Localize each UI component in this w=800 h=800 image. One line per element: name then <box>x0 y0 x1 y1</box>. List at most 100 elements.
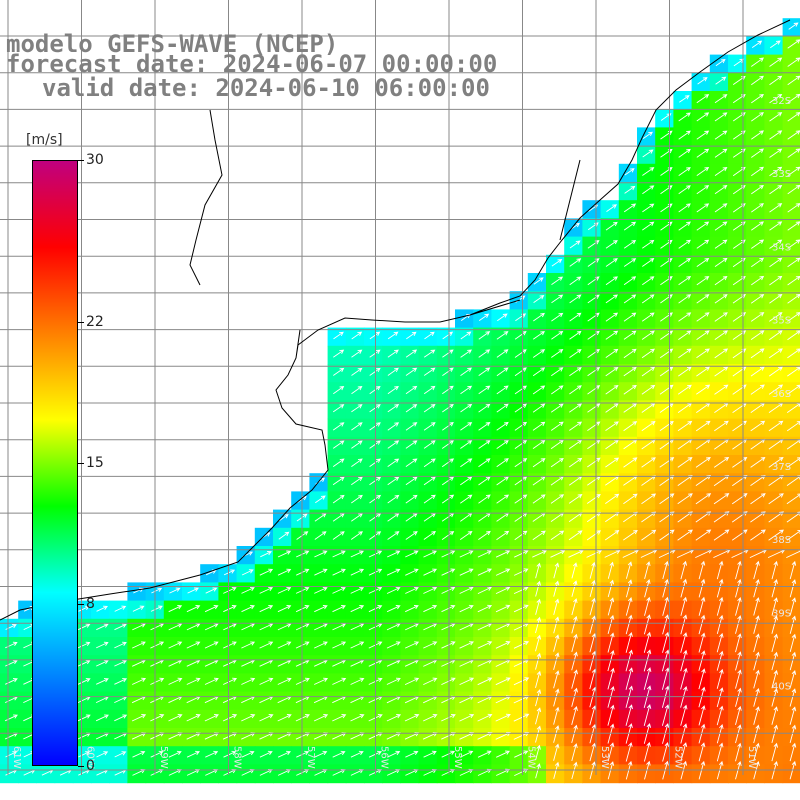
wind-arrow <box>716 705 724 726</box>
wind-arrow <box>241 677 256 685</box>
longitude-label: 51W <box>746 746 757 769</box>
wind-arrow <box>223 641 237 649</box>
wind-arrow <box>535 725 542 743</box>
wind-arrow <box>769 166 783 177</box>
wind-cell <box>691 473 711 492</box>
wind-arrow <box>497 313 508 322</box>
wind-arrow <box>223 586 237 594</box>
wind-arrow <box>477 641 493 649</box>
wind-arrow <box>587 421 601 431</box>
wind-arrow <box>751 166 764 177</box>
wind-cell <box>455 473 474 492</box>
wind-arrow <box>751 257 765 268</box>
wind-arrow <box>678 112 691 122</box>
wind-cell <box>473 455 492 474</box>
latitude-label: 36S <box>772 389 791 400</box>
wind-arrow <box>623 312 637 322</box>
wind-arrow <box>441 604 456 613</box>
wind-arrow <box>607 685 615 708</box>
wind-arrow <box>496 750 510 758</box>
wind-arrow <box>514 568 529 576</box>
wind-arrow <box>735 651 742 671</box>
wind-arrow <box>114 605 127 612</box>
wind-cell <box>546 345 565 365</box>
wind-arrow <box>260 551 272 558</box>
wind-cell <box>418 527 438 547</box>
wind-arrow <box>716 760 724 780</box>
wind-arrow <box>625 704 633 726</box>
wind-arrow <box>623 221 637 231</box>
longitude-label: 53W <box>599 746 610 769</box>
wind-arrow <box>662 741 670 762</box>
longitude-label: 60W <box>85 746 96 769</box>
wind-arrow <box>550 403 564 413</box>
wind-arrow <box>625 596 633 616</box>
wind-arrow <box>677 420 693 432</box>
wind-arrow <box>332 605 346 613</box>
longitude-label: 55W <box>452 746 463 769</box>
wind-arrow <box>514 439 528 449</box>
wind-arrow <box>605 276 618 286</box>
wind-arrow <box>696 257 710 267</box>
wind-arrow <box>278 514 289 522</box>
wind-arrow <box>677 493 693 505</box>
wind-arrow <box>662 614 670 635</box>
wind-arrow <box>314 605 328 613</box>
wind-arrow <box>623 421 638 432</box>
wind-cell <box>764 473 784 492</box>
wind-arrow <box>696 166 710 176</box>
wind-arrow <box>623 258 637 267</box>
wind-arrow <box>460 494 473 504</box>
wind-arrow <box>114 678 128 685</box>
wind-arrow <box>5 678 18 685</box>
wind-arrow <box>332 550 346 558</box>
wind-arrow <box>751 203 764 213</box>
wind-arrow <box>423 385 436 395</box>
wind-arrow <box>168 641 183 649</box>
wind-arrow <box>750 366 765 377</box>
wind-arrow <box>496 349 509 358</box>
wind-arrow <box>351 367 363 376</box>
wind-arrow <box>478 313 490 321</box>
wind-arrow <box>514 349 527 358</box>
wind-arrow <box>786 511 800 523</box>
wind-arrow <box>771 597 778 616</box>
wind-arrow <box>678 330 692 340</box>
wind-arrow <box>662 560 669 580</box>
wind-arrow <box>769 330 783 341</box>
wind-arrow <box>314 568 328 576</box>
wind-arrow <box>771 688 779 707</box>
wind-arrow <box>387 385 399 395</box>
wind-arrow <box>423 422 436 431</box>
wind-arrow <box>514 385 527 395</box>
wind-arrow <box>496 403 509 413</box>
longitude-label: 56W <box>379 746 390 769</box>
wind-arrow <box>351 458 363 467</box>
wind-arrow <box>623 239 637 249</box>
wind-arrow <box>696 348 710 359</box>
wind-arrow <box>605 312 619 322</box>
wind-arrow <box>607 561 614 579</box>
wind-arrow <box>259 586 274 594</box>
wind-arrow <box>769 57 783 67</box>
wind-arrow <box>642 149 654 158</box>
wind-arrow <box>750 330 765 340</box>
wind-arrow <box>750 529 766 541</box>
wind-arrow <box>678 167 691 176</box>
wind-arrow <box>606 204 617 212</box>
wind-arrow <box>735 596 742 616</box>
wind-arrow <box>698 742 706 762</box>
wind-arrow <box>771 578 778 598</box>
wind-arrow <box>751 93 764 104</box>
wind-arrow <box>332 586 346 594</box>
wind-arrow <box>607 649 615 672</box>
wind-arrow <box>204 714 219 722</box>
wind-arrow <box>698 723 706 744</box>
wind-arrow <box>643 741 651 762</box>
wind-arrow <box>168 714 183 722</box>
wind-arrow <box>114 751 127 758</box>
wind-arrow <box>495 568 511 576</box>
wind-arrow <box>553 562 560 579</box>
wind-arrow <box>241 641 256 649</box>
wind-arrow <box>550 530 565 541</box>
